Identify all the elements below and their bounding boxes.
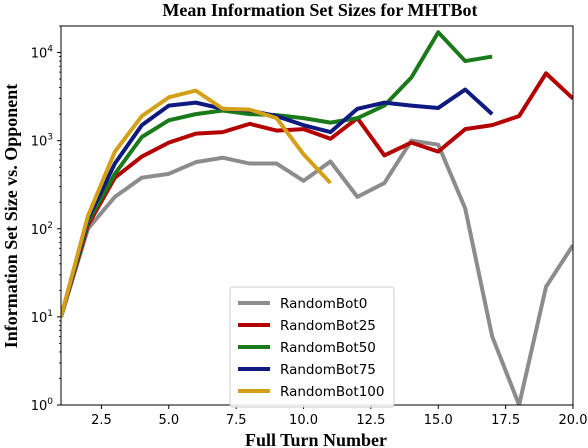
y-tick-label: 104 (31, 45, 54, 62)
x-tick-label: 5.0 (158, 413, 179, 428)
series-line-randombot50 (61, 30, 493, 318)
legend: RandomBot0 RandomBot25 RandomBot50 RandomBo… (229, 286, 395, 408)
legend-box (229, 286, 395, 408)
legend-label: RandomBot75 (280, 362, 376, 378)
y-tick-label: 100 (31, 397, 54, 414)
legend-label: RandomBot0 (280, 296, 367, 312)
y-tick-label: 103 (31, 133, 53, 150)
x-tick-label: 15.0 (424, 413, 453, 428)
x-tick-label: 20.0 (559, 413, 588, 428)
x-tick-label: 12.5 (356, 413, 385, 428)
x-tick-label: 17.5 (491, 413, 520, 428)
x-tick-label: 10.0 (289, 413, 318, 428)
x-tick-label: 2.5 (91, 413, 112, 428)
legend-label: RandomBot25 (280, 318, 376, 334)
legend-label: RandomBot50 (280, 340, 376, 356)
x-axis-title: Full Turn Number (245, 430, 387, 448)
axes-layer: 2.5 5.0 7.5 10.0 12.5 15.0 17.5 20.0 100 101 102 10… (31, 25, 588, 428)
chart-title: Mean Information Set Sizes for MHTBot (162, 0, 477, 20)
y-axis-title: Information Set Size vs. Opponent (1, 84, 21, 349)
legend-label: RandomBot100 (280, 384, 384, 400)
series-line-randombot75 (61, 87, 494, 318)
series-line-randombot100 (61, 88, 332, 318)
series-line-randombot25 (61, 71, 573, 318)
y-tick-label: 101 (31, 309, 53, 326)
x-tick-label: 7.5 (226, 413, 247, 428)
y-tick-label: 102 (31, 221, 53, 238)
series-layer (61, 30, 573, 405)
